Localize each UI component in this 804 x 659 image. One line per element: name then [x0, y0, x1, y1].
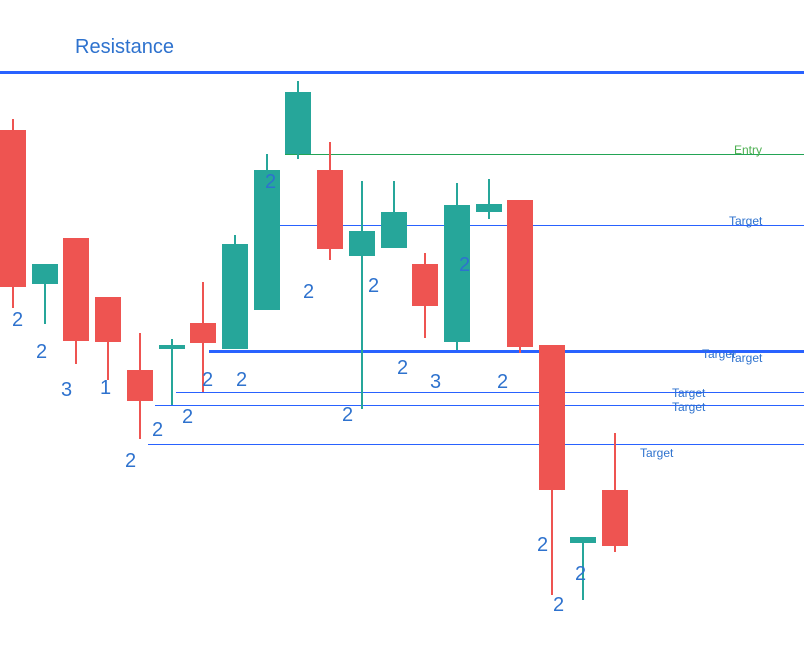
- candle-body: [570, 537, 596, 543]
- candle-count-label: 3: [61, 379, 72, 402]
- candle: [32, 0, 58, 659]
- candle: [222, 0, 248, 659]
- hline-label-entry: Entry: [734, 143, 762, 157]
- candle-body: [0, 130, 26, 288]
- candle-body: [95, 297, 121, 342]
- candle: [507, 0, 533, 659]
- candle: [570, 0, 596, 659]
- candle: [285, 0, 311, 659]
- hline-label-target3: Target: [672, 386, 705, 400]
- candle-count-label: 2: [182, 406, 193, 429]
- candle: [254, 0, 280, 659]
- candle-count-label: 2: [125, 450, 136, 473]
- candle-count-label: 2: [12, 309, 23, 332]
- candle-count-label: 2: [36, 341, 47, 364]
- hline-label-target1: Target: [729, 214, 762, 228]
- candle: [602, 0, 628, 659]
- candle-count-label: 2: [575, 563, 586, 586]
- candle-count-label: 2: [202, 369, 213, 392]
- candle: [95, 0, 121, 659]
- candle-count-label: 2: [236, 369, 247, 392]
- candle-wick: [488, 179, 490, 219]
- candle: [159, 0, 185, 659]
- candle-count-label: 2: [497, 371, 508, 394]
- candle-body: [63, 238, 89, 341]
- candle-body: [190, 323, 216, 343]
- candle-body: [507, 200, 533, 347]
- candle: [476, 0, 502, 659]
- candle: [190, 0, 216, 659]
- candle: [381, 0, 407, 659]
- candle-count-label: 2: [537, 534, 548, 557]
- candle-wick: [361, 181, 363, 410]
- candle-count-label: 2: [368, 275, 379, 298]
- candle-count-label: 2: [265, 171, 276, 194]
- candle: [539, 0, 565, 659]
- candle-body: [159, 345, 185, 349]
- candle-body: [127, 370, 153, 400]
- candle-count-label: 2: [303, 281, 314, 304]
- candle-body: [539, 345, 565, 491]
- candle-body: [412, 264, 438, 306]
- candle-count-label: 2: [397, 357, 408, 380]
- candle-count-label: 2: [342, 404, 353, 427]
- hline-label-target4: Target: [672, 400, 705, 414]
- candle-body: [222, 244, 248, 348]
- candle-count-label: 1: [100, 377, 111, 400]
- hline-label-target5: Target: [640, 446, 673, 460]
- candle-count-label: 2: [459, 254, 470, 277]
- candle: [349, 0, 375, 659]
- candlestick-chart: ResistanceEntryTargetTargetTargetTargetT…: [0, 0, 804, 659]
- candle-body: [285, 92, 311, 155]
- hline-label-target2b: Target: [729, 351, 762, 365]
- candle-body: [381, 212, 407, 249]
- candle-body: [317, 170, 343, 249]
- candle: [127, 0, 153, 659]
- candle: [317, 0, 343, 659]
- candle: [444, 0, 470, 659]
- candle: [412, 0, 438, 659]
- candle-count-label: 2: [152, 419, 163, 442]
- candle-body: [32, 264, 58, 284]
- candle-count-label: 3: [430, 371, 441, 394]
- candle-wick: [171, 339, 173, 405]
- candle: [63, 0, 89, 659]
- candle-count-label: 2: [553, 594, 564, 617]
- candle-body: [349, 231, 375, 257]
- candle-body: [476, 204, 502, 212]
- candle-body: [602, 490, 628, 546]
